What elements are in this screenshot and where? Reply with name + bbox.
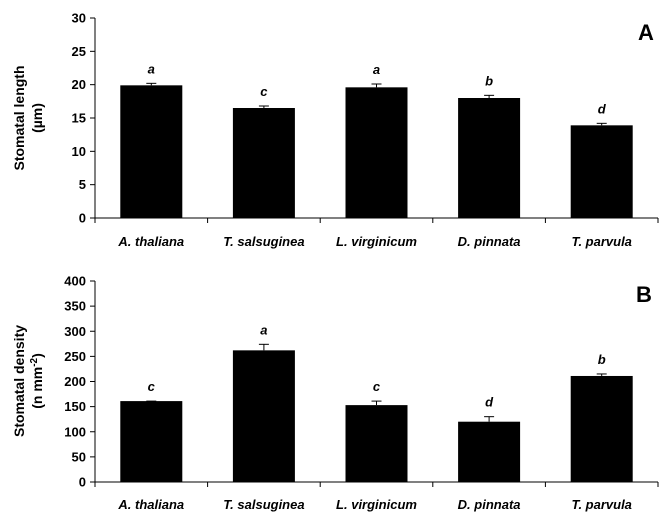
panel-a-y-tick-label: 30 [72,11,86,26]
panel-b-significance-label: c [148,379,156,394]
panel-a-bar [120,85,183,218]
panel-b-category-label: T. salsuginea [223,497,304,512]
panel-b-significance-label: b [598,352,606,367]
panel-b-y-tick-label: 400 [64,274,86,289]
panel-a-category-label: L. virginicum [336,234,417,249]
panel-b-ylabel-close: ) [29,353,45,358]
panel-a-y-tick-label: 10 [72,144,86,159]
panel-a-bar [345,87,408,218]
panel-a-bar [458,98,521,218]
panel-a-bar [570,125,633,218]
panel-a-significance-label: a [148,61,155,76]
panel-a-significance-label: c [260,84,268,99]
panel-b-bar [232,350,295,482]
panel-a-chart: Stomatal length (µm) A 0 5 10 15 20 25 30 a A. t… [11,11,659,249]
panel-a-significance-label: a [373,62,380,77]
panel-b-label: B [636,282,652,307]
panel-b-ylabel-sup: -2 [29,357,40,366]
panel-b-ylabel-line2: (n mm-2) [29,353,45,409]
panel-a-y-tick-label: 15 [72,111,86,126]
panel-a-category-label: T. salsuginea [223,234,304,249]
panel-b-bar [120,401,183,482]
panel-b-y-tick-label: 0 [79,475,86,490]
panel-a-significance-label: b [485,73,493,88]
panel-a-category-label: A. thaliana [117,234,184,249]
panel-a-bar [232,108,295,218]
panel-a-category-label: D. pinnata [458,234,521,249]
panel-b-y-tick-label: 250 [64,349,86,364]
panel-b-bar [345,405,408,482]
panel-b-ylabel-unit: (n mm [29,367,45,409]
panel-b-y-tick-label: 300 [64,324,86,339]
panel-b-significance-label: d [485,395,494,410]
panel-a-y-tick-label: 5 [79,177,86,192]
panel-a-label: A [638,20,654,45]
panel-b-y-tick-label: 350 [64,299,86,314]
panel-b-category-label: T. parvula [571,497,631,512]
panel-a-category-label: T. parvula [571,234,631,249]
panel-b-category-label: D. pinnata [458,497,521,512]
panel-b-y-tick-label: 50 [72,449,86,464]
panel-a-y-tick-label: 20 [72,77,86,92]
panel-a-ylabel-line1: Stomatal length [11,65,27,170]
panel-a-y-tick-label: 25 [72,44,86,59]
panel-b-chart: Stomatal density (n mm-2) B 0 50 100 150 200… [11,274,659,512]
panel-b-category-label: A. thaliana [117,497,184,512]
panel-a-significance-label: d [598,101,607,116]
panel-a-ylabel-line2: (µm) [29,103,45,133]
panel-b-bar [458,421,521,482]
panel-b-y-tick-label: 200 [64,374,86,389]
panel-b-y-tick-label: 100 [64,424,86,439]
panel-b-bar [570,375,633,482]
panel-b-significance-label: c [373,379,381,394]
panel-a-y-tick-label: 0 [79,211,86,226]
panel-b-category-label: L. virginicum [336,497,417,512]
panel-b-y-tick-label: 150 [64,399,86,414]
panel-b-significance-label: a [260,322,267,337]
panel-b-ylabel-line1: Stomatal density [11,325,27,437]
